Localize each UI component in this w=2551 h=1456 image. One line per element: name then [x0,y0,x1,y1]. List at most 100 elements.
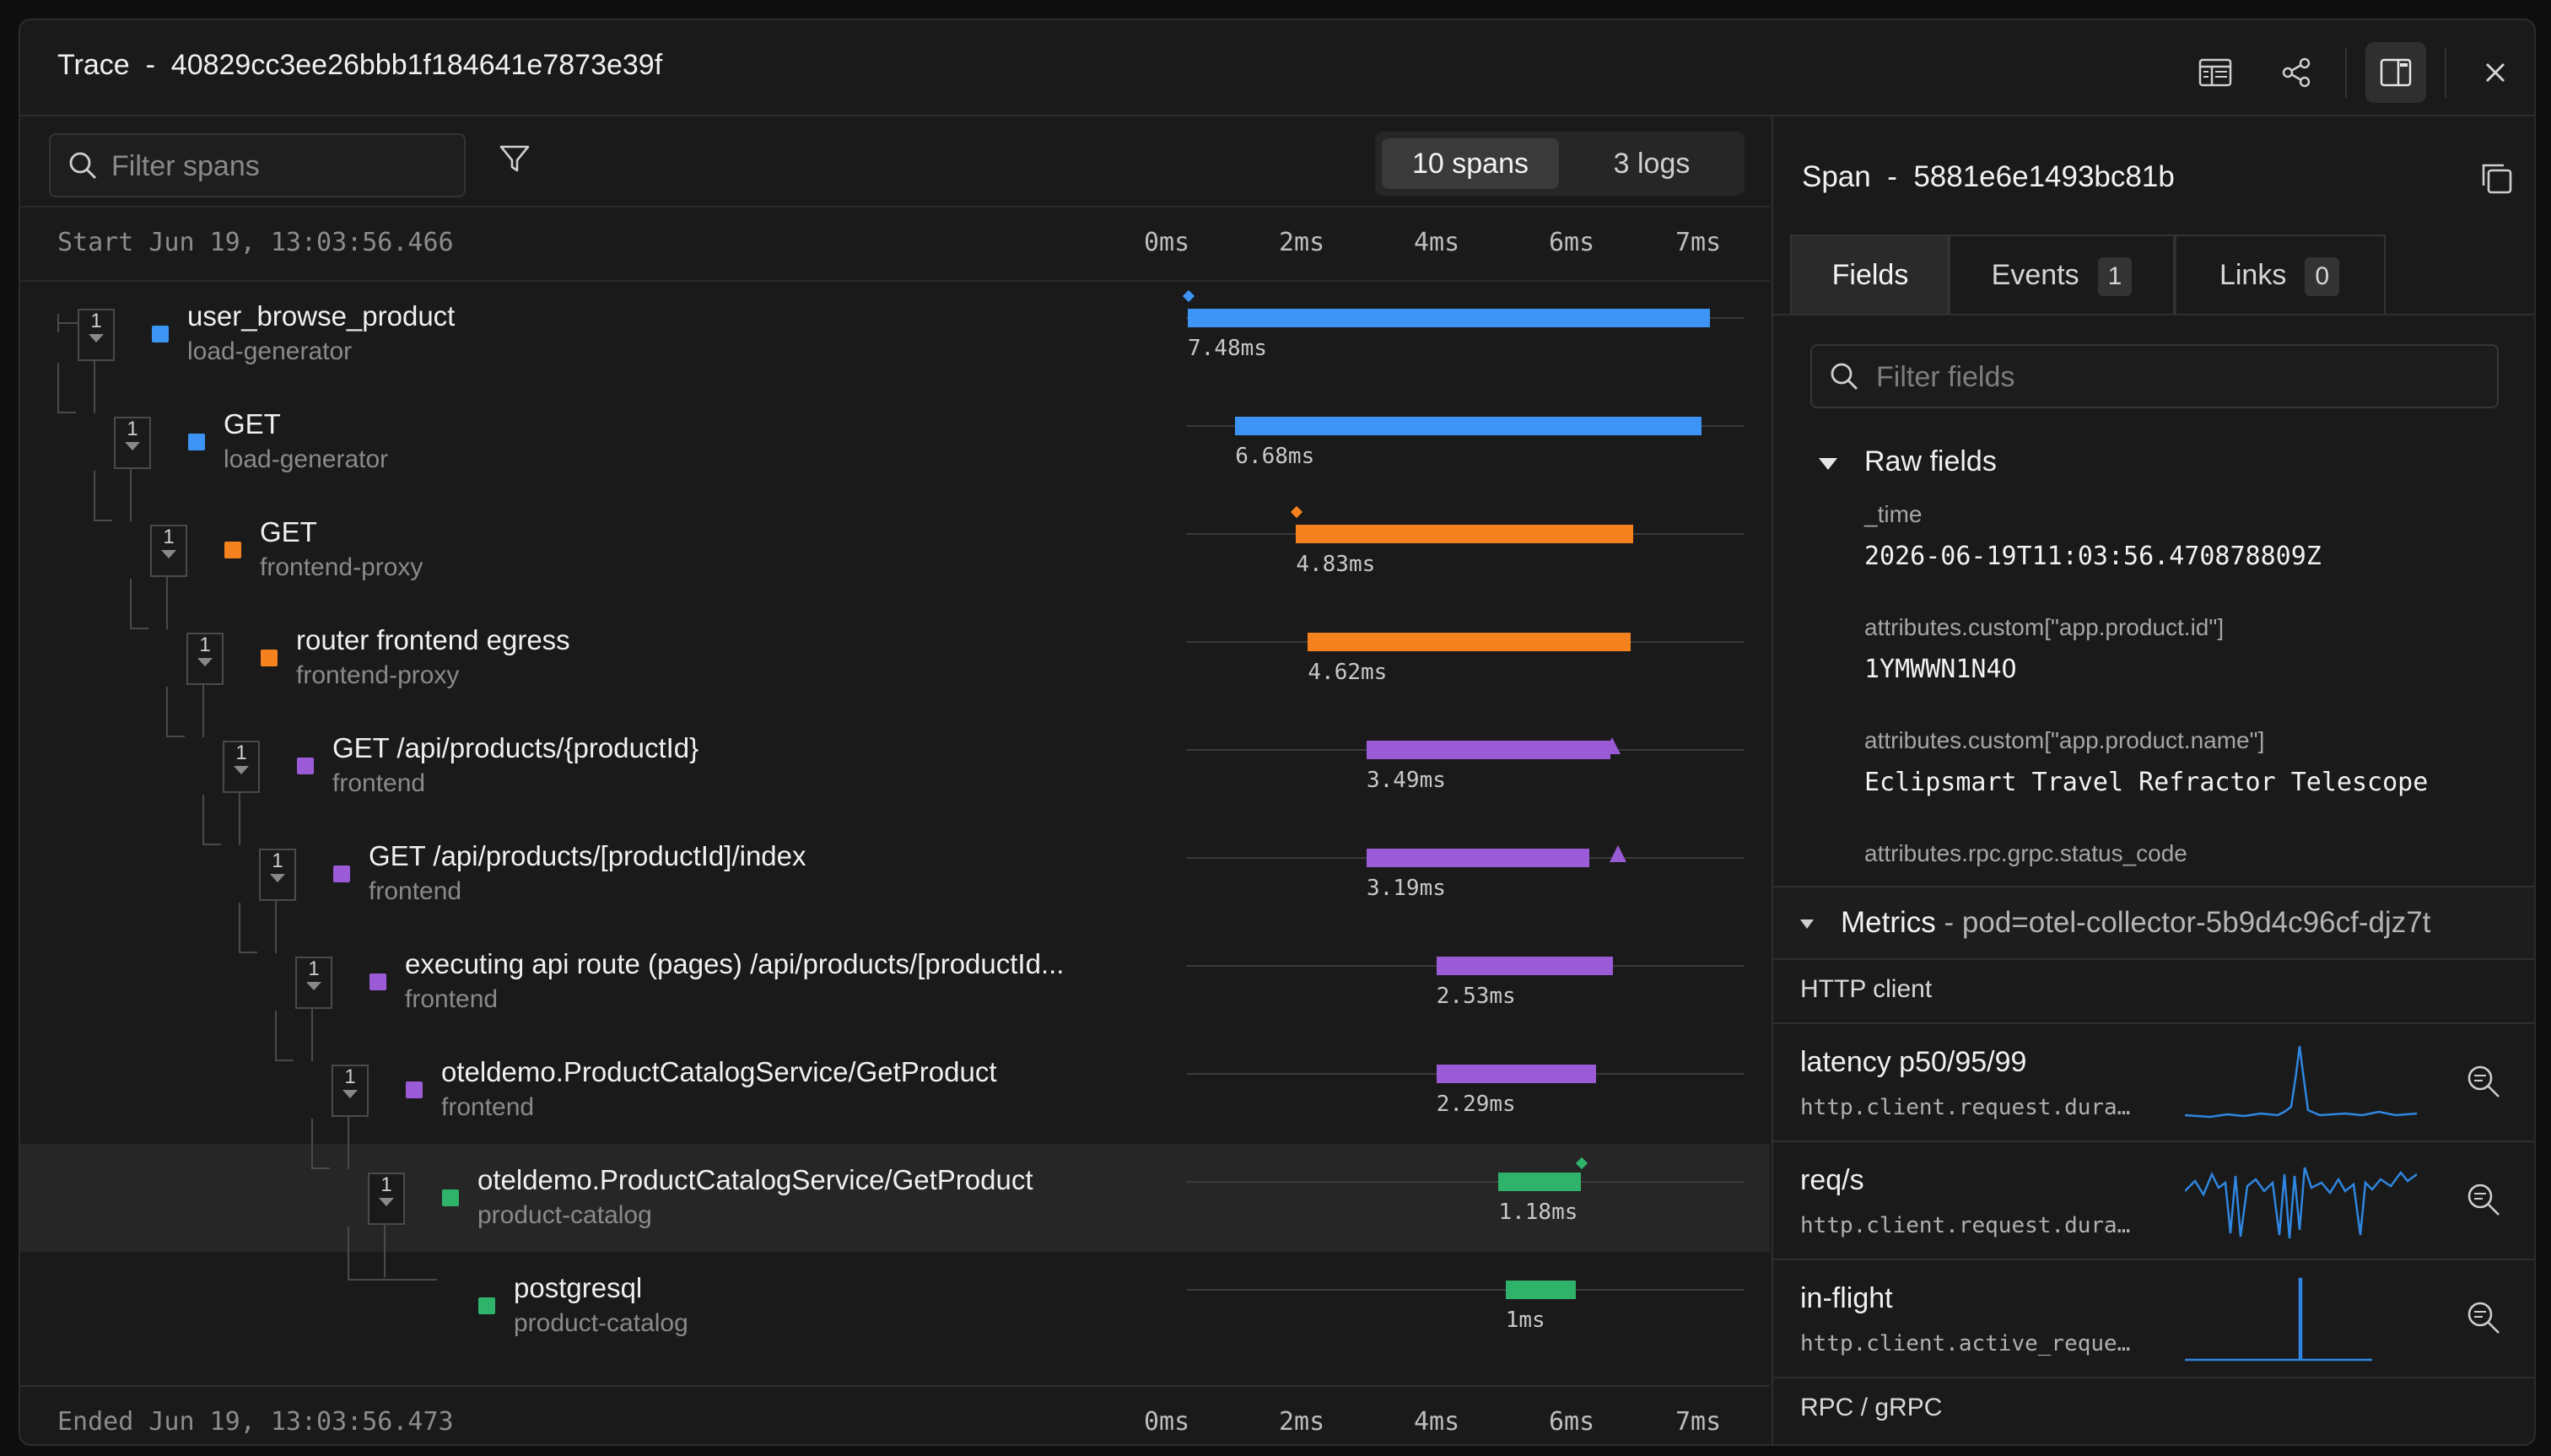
tab-logs[interactable]: 3 logs [1613,148,1691,180]
metric-section-http: HTTP client [1773,958,2534,1024]
metric-row-in-flight[interactable]: in-flight http.client.active_reque… [1773,1259,2534,1378]
table-view-button[interactable] [2185,42,2246,103]
span-row[interactable]: 1 user_browse_product load-generator 7.48ms [20,280,1770,388]
span-row[interactable]: 1 oteldemo.ProductCatalogService/GetProdu… [20,1011,1770,1144]
child-count-toggle[interactable]: 1 [150,525,187,577]
span-duration-bar[interactable] [1296,525,1634,543]
service-color-dot [478,1297,495,1314]
chevron-down-icon [125,442,140,450]
event-marker-icon[interactable] [1576,1157,1588,1170]
span-duration-bar[interactable] [1505,1281,1576,1299]
tree-connector [348,1227,349,1281]
field-value[interactable]: 2026-06-19T11:03:56.470878809Z [1864,542,2322,571]
tree-connector [311,1167,330,1169]
span-name: GET [260,516,317,547]
span-duration: 4.62ms [1308,660,1388,685]
zoom-icon[interactable] [2465,1299,2502,1336]
span-row[interactable]: 1 oteldemo.ProductCatalogService/GetProdu… [20,1119,1770,1252]
span-name: GET /api/products/{productId} [332,732,699,763]
metrics-header[interactable]: Metrics - pod=otel-collector-5b9d4c96cf-… [1773,886,2534,960]
span-duration-bar[interactable] [1366,849,1590,867]
span-duration-bar[interactable] [1498,1173,1582,1191]
child-count-toggle[interactable]: 1 [223,741,260,793]
filter-button[interactable] [498,142,540,184]
child-count: 1 [235,741,247,764]
field-value[interactable]: 1YMWWN1N4O [1864,655,2017,684]
span-duration-bar[interactable] [1436,957,1614,975]
search-icon [1831,363,1858,390]
span-row[interactable]: 1 GET load-generator 6.68ms [20,363,1770,496]
chevron-down-icon [306,982,321,990]
service-color-dot [261,650,278,666]
child-count-toggle[interactable]: 1 [114,417,151,469]
tree-spine [311,1007,313,1061]
zoom-icon[interactable] [2465,1063,2502,1100]
span-duration: 3.19ms [1366,876,1446,901]
timeline-header: Start Jun 19, 13:03:56.466 0ms 2ms 4ms 6… [20,208,1770,282]
span-waterfall-pane: Filter spans 10 spans 3 logs Start Jun 1… [20,116,1770,1444]
tab-spans[interactable]: 10 spans [1382,138,1559,189]
link-marker-icon[interactable] [1603,737,1621,754]
span-duration-bar[interactable] [1235,417,1702,435]
tick-label: 0ms [1144,228,1190,257]
span-duration: 3.49ms [1366,768,1446,793]
zoom-icon[interactable] [2465,1181,2502,1218]
field-key: attributes.custom["app.product.id"] [1864,614,2225,640]
close-button[interactable] [2465,42,2526,103]
span-row[interactable]: 1 GET frontend-proxy 4.83ms [20,471,1770,604]
tick-label: 2ms [1279,228,1325,257]
toggle-panel-button[interactable] [2365,42,2426,103]
span-duration: 2.53ms [1436,984,1516,1009]
span-row[interactable]: postgresql product-catalog 1ms [20,1227,1770,1360]
tab-links[interactable]: Links 0 [2173,235,2386,314]
span-service: frontend-proxy [260,553,423,581]
span-row[interactable]: 1 GET /api/products/{productId} frontend 3.… [20,687,1770,820]
child-count-toggle[interactable]: 1 [259,849,296,901]
span-service: frontend [441,1093,535,1121]
tab-events-label: Events [1991,259,2079,291]
chevron-down-icon [234,766,249,774]
tick-label: 0ms [1144,1407,1190,1437]
metric-row-latency[interactable]: latency p50/95/99 http.client.request.du… [1773,1022,2534,1142]
metric-row-req-rate[interactable]: req/s http.client.request.dura… [1773,1141,2534,1260]
trace-title: Trace - 40829cc3ee26bbb1f184641e7873e39f [57,49,662,82]
tree-connector [57,363,59,413]
metric-name: latency p50/95/99 [1800,1046,2027,1078]
raw-fields-toggle[interactable] [1817,456,1839,477]
child-count-toggle[interactable]: 1 [295,957,332,1009]
field-value[interactable]: Eclipsmart Travel Refractor Telescope [1864,768,2429,797]
span-duration-bar[interactable] [1436,1065,1597,1083]
copy-button[interactable] [2478,160,2516,197]
child-count-toggle[interactable]: 1 [368,1173,405,1225]
child-count-toggle[interactable]: 1 [78,309,115,361]
share-icon [2282,57,2311,88]
share-button[interactable] [2266,42,2327,103]
event-marker-icon[interactable] [1291,505,1303,519]
tab-fields-label: Fields [1831,259,1909,291]
table-icon [2198,58,2232,87]
tab-fields[interactable]: Fields [1790,235,1950,314]
trace-title-label: Trace [57,49,130,81]
span-duration-bar[interactable] [1188,309,1711,327]
metrics-pod: pod=otel-collector-5b9d4c96cf-djz7t [1961,906,2431,939]
span-row[interactable]: 1 executing api route (pages) /api/produc… [20,903,1770,1036]
span-duration: 4.83ms [1296,552,1376,577]
span-duration-bar[interactable] [1308,633,1631,651]
filter-spans-input[interactable]: Filter spans [49,133,466,197]
event-marker-icon[interactable] [1182,289,1195,303]
span-row[interactable]: 1 router frontend egress frontend-proxy 4.6… [20,579,1770,712]
child-count-toggle[interactable]: 1 [186,633,224,685]
span-name: GET /api/products/[productId]/index [369,840,806,871]
tab-events[interactable]: Events 1 [1947,235,2176,314]
filter-fields-input[interactable]: Filter fields [1810,344,2499,408]
events-count-badge: 1 [2097,257,2133,296]
chevron-down-icon [270,874,285,882]
link-marker-icon[interactable] [1610,845,1627,862]
tree-spine [94,359,95,413]
span-duration-bar[interactable] [1366,741,1610,759]
tick-label: 7ms [1675,228,1722,257]
span-row[interactable]: 1 GET /api/products/[productId]/index fron… [20,795,1770,928]
child-count-toggle[interactable]: 1 [332,1065,369,1117]
span-duration: 1.18ms [1498,1200,1578,1225]
tick-label: 4ms [1414,1407,1460,1437]
